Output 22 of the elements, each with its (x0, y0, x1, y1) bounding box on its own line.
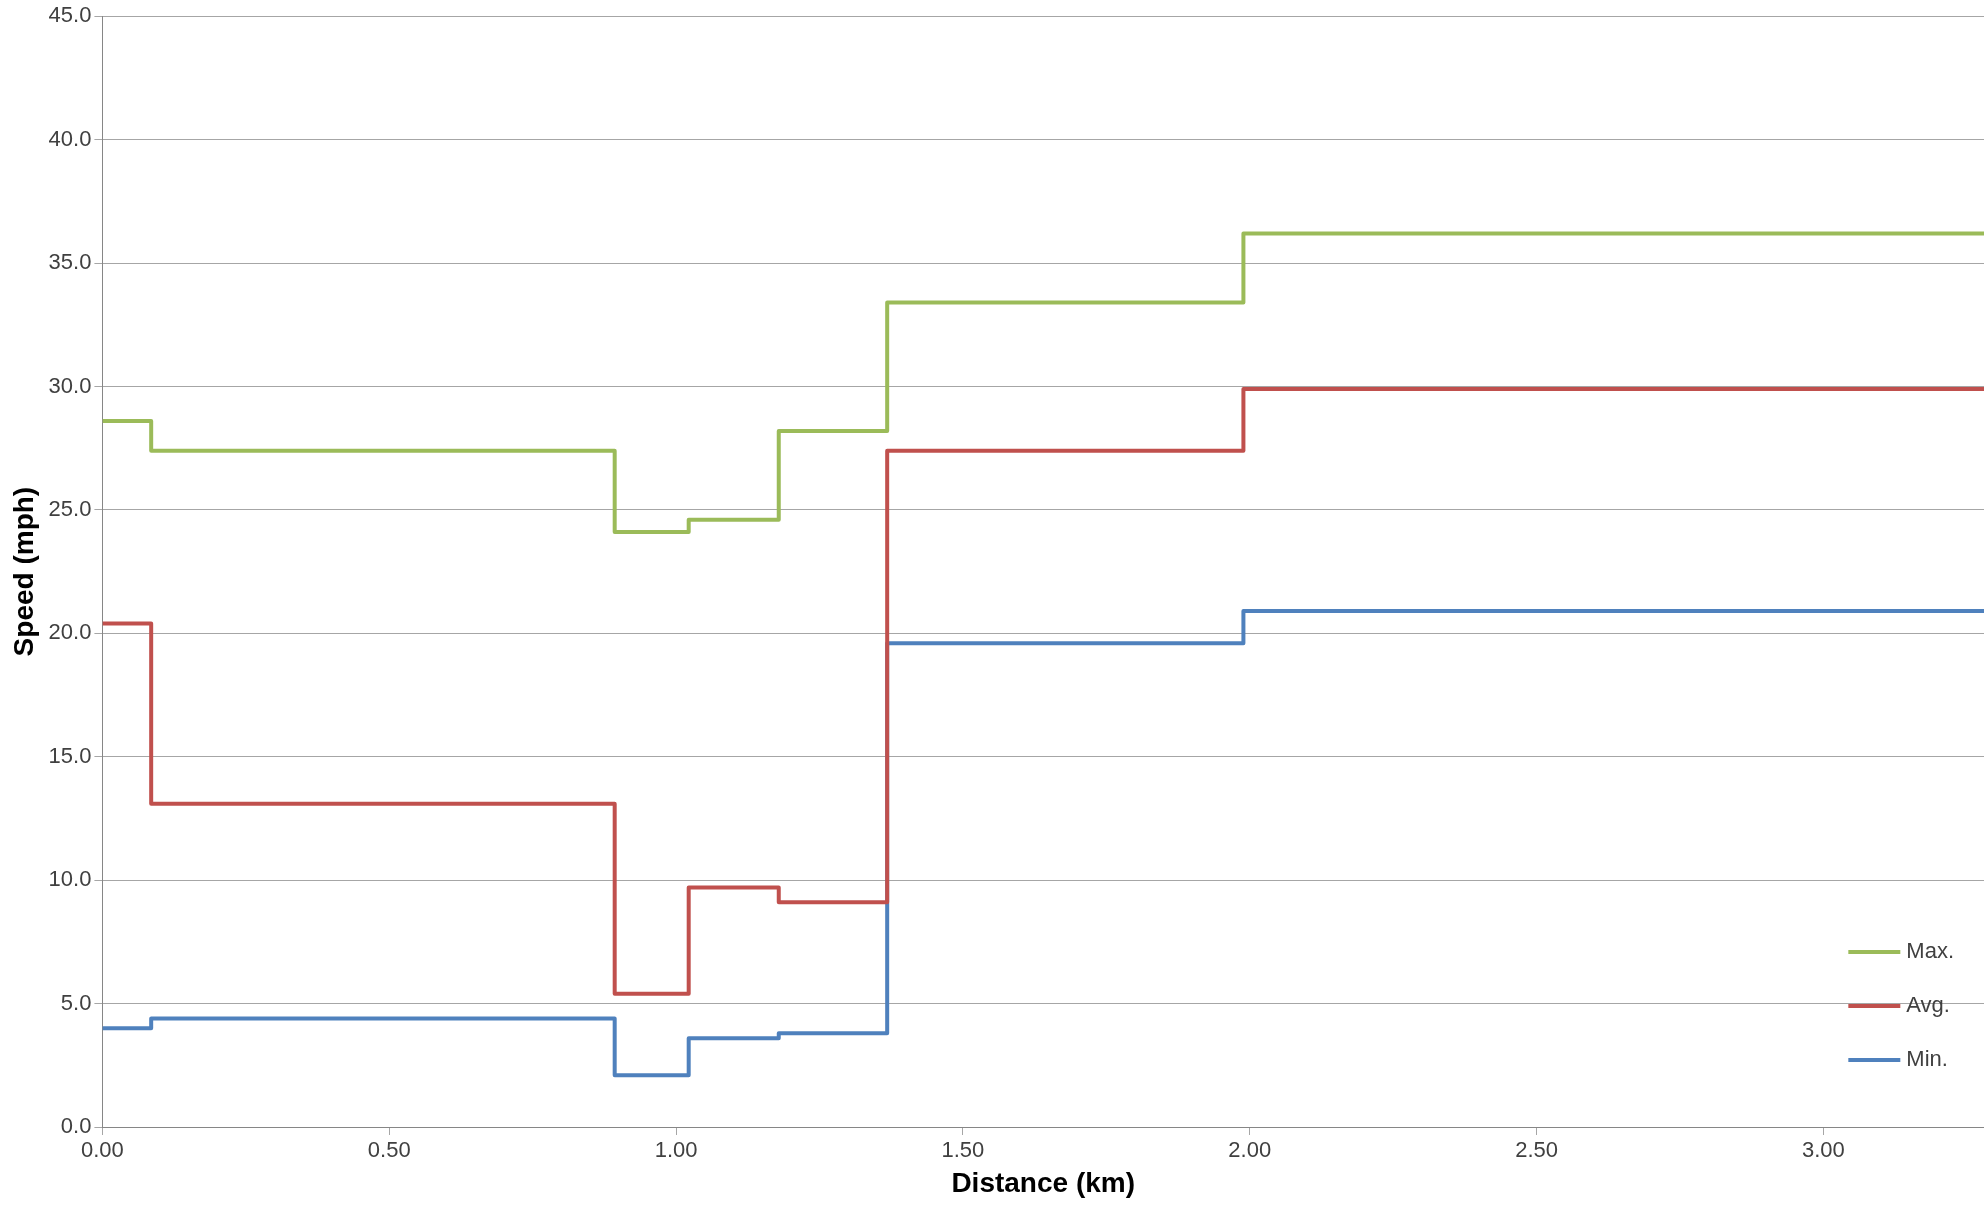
y-tick-label: 35.0 (48, 249, 92, 275)
x-tick-label: 0.00 (81, 1137, 124, 1163)
y-tick-label: 45.0 (48, 2, 92, 28)
legend-label: Max. (1906, 938, 1955, 964)
x-tick-label: 2.50 (1515, 1137, 1558, 1163)
y-tick-label: 0.0 (60, 1113, 92, 1139)
x-axis-title: Distance (km) (951, 1166, 1136, 1198)
x-tick-label: 0.50 (367, 1137, 411, 1163)
x-tick-label: 3.00 (1801, 1137, 1845, 1163)
y-tick-label: 20.0 (48, 619, 92, 645)
legend-label: Avg. (1906, 992, 1950, 1018)
y-tick-label: 25.0 (48, 495, 92, 521)
y-axis-title: Speed (mph) (7, 486, 39, 657)
x-tick-label: 1.50 (941, 1137, 985, 1163)
legend-label: Min. (1906, 1046, 1948, 1072)
y-tick-label: 30.0 (48, 372, 92, 398)
x-tick-label: 1.00 (654, 1137, 698, 1163)
y-tick-label: 5.0 (60, 989, 92, 1015)
y-tick-label: 10.0 (48, 866, 92, 892)
y-tick-label: 40.0 (48, 125, 92, 151)
x-tick-label: 2.00 (1228, 1137, 1272, 1163)
y-tick-label: 15.0 (48, 742, 92, 768)
